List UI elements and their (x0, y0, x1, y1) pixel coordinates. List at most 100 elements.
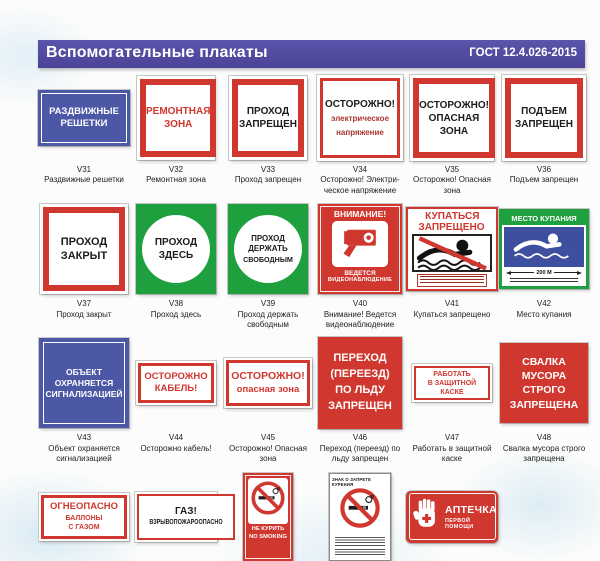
caption-v33: V33 Проход запрещен (222, 165, 314, 186)
arrow-right-icon (577, 270, 583, 275)
caption-v31: V31 Раздвижные решетки (38, 165, 130, 186)
sign-v47: РАБОТАТЬ В ЗАЩИТНОЙ КАСКЕ (412, 364, 492, 403)
page-title: Вспомогательные плакаты (46, 44, 268, 61)
sign-v50: ГАЗ! ВЗРЫВОПОЖАРООПАСНО (135, 491, 235, 542)
sign-caption: Проход держать свободным (237, 309, 299, 329)
signs-row-2: ПРОХОД ЗАКРЫТ V37 Проход закрыт ПРОХОД (38, 202, 590, 330)
sign-cell-v42: МЕСТО КУПАНИЯ 200 М (498, 202, 590, 330)
sign-cell-v53: АПТЕЧКА ПЕРВОЙ ПОМОЩИ V53 Аптечка первой… (406, 471, 498, 561)
sign-cell-v34: ОСТОРОЖНО! электрическое напряжение V34 … (314, 74, 406, 196)
sign-cell-v41: КУПАТЬСЯ ЗАПРЕЩЕНО (406, 202, 498, 330)
fine-print (335, 536, 385, 547)
sign-v41: КУПАТЬСЯ ЗАПРЕЩЕНО (406, 207, 498, 292)
sign-v51: НЕ КУРИТЬ NO SMOKING (243, 472, 293, 561)
swimmer-icon (512, 230, 576, 265)
sign-caption: Проход здесь (150, 309, 202, 319)
caption-v47: V47 Работать в защитной каске (406, 433, 498, 464)
signs-row-1: РАЗДВИЖНЫЕ РЕШЕТКИ V31 Раздвижные решетк… (38, 74, 590, 196)
sign-cell-v38: ПРОХОД ЗДЕСЬ V38 Проход здесь (130, 202, 222, 330)
sign-cell-v43: ОБЪЕКТ ОХРАНЯЕТСЯ СИГНАЛИЗАЦИЕЙ V43 Объе… (38, 336, 130, 464)
sign-v40: ВНИМАНИЕ! ВЕДЕТСЯ (318, 204, 402, 295)
sign-code: V35 (444, 165, 460, 174)
sign-code: V39 (260, 299, 276, 309)
gost-standard-label: ГОСТ 12.4.026-2015 (469, 47, 577, 59)
sign-caption: Внимание! Ведется видеонаблюдение (323, 309, 397, 329)
signs-row-3: ОБЪЕКТ ОХРАНЯЕТСЯ СИГНАЛИЗАЦИЕЙ V43 Объе… (38, 336, 590, 464)
sign-caption: Ремонтная зона (146, 175, 206, 185)
caption-v46: V46 Переход (переезд) по льду запрещен (314, 433, 406, 464)
sign-caption: Осторожно кабель! (140, 443, 212, 453)
sign-code: V42 (536, 299, 552, 309)
sign-caption: Свалка мусора строго запрещена (502, 443, 586, 464)
sign-caption: Работать в защитной каске (412, 443, 492, 464)
sign-code: V48 (536, 433, 552, 443)
sign-caption: Проход запрещен (234, 175, 302, 185)
fine-print (335, 549, 385, 557)
caption-v36: V36 Подъем запрещен (498, 165, 590, 186)
sign-caption: Осторожно! Опасная зона (229, 443, 307, 464)
sign-v32: РЕМОНТНАЯ ЗОНА (137, 76, 217, 160)
sign-cell-v37: ПРОХОД ЗАКРЫТ V37 Проход закрыт (38, 202, 130, 330)
no-smoking-icon (250, 480, 286, 521)
sign-cell-v52: ЗНАК О ЗАПРЕТЕ КУРЕНИЯ (314, 471, 406, 561)
sign-v34: ОСТОРОЖНО! электрическое напряжение (317, 75, 403, 161)
sign-code: V31 (76, 165, 92, 174)
sign-cell-v45: ОСТОРОЖНО! опасная зона V45 Осторожно! О… (222, 336, 314, 464)
first-aid-hand-icon (412, 495, 440, 538)
sign-cell-v47: РАБОТАТЬ В ЗАЩИТНОЙ КАСКЕ V47 Работать в… (406, 336, 498, 464)
sign-v38: ПРОХОД ЗДЕСЬ (136, 204, 216, 295)
sign-cell-v46: ПЕРЕХОД (ПЕРЕЕЗД) ПО ЛЬДУ ЗАПРЕЩЕН V46 П… (314, 336, 406, 464)
sign-cell-v36: ПОДЪЕМ ЗАПРЕЩЕН V36 Подъем запрещен (498, 74, 590, 196)
sign-v45: ОСТОРОЖНО! опасная зона (224, 358, 312, 409)
sign-code: V38 (168, 299, 184, 309)
sign-cell-v33: ПРОХОД ЗАПРЕЩЕН V33 Проход запрещен (222, 74, 314, 196)
sign-v33: ПРОХОД ЗАПРЕЩЕН (229, 76, 307, 160)
sign-code: V45 (260, 433, 276, 443)
sign-cell-v50: ГАЗ! ВЗРЫВОПОЖАРООПАСНО V50 Газ! Взрывоп… (130, 471, 235, 561)
sign-caption: Купаться запрещено (413, 309, 491, 319)
sign-v49: ОГНЕОПАСНО БАЛЛОНЫ С ГАЗОМ (39, 492, 129, 541)
caption-v38: V38 Проход здесь (130, 299, 222, 320)
poster-header: Вспомогательные плакаты ГОСТ 12.4.026-20… (38, 40, 585, 68)
sign-v36: ПОДЪЕМ ЗАПРЕЩЕН (502, 75, 586, 161)
sign-v46: ПЕРЕХОД (ПЕРЕЕЗД) ПО ЛЬДУ ЗАПРЕЩЕН (318, 337, 402, 430)
sign-v48: СВАЛКА МУСОРА СТРОГО ЗАПРЕЩЕНА (500, 343, 588, 424)
no-smoking-icon (339, 487, 381, 534)
sign-cell-v31: РАЗДВИЖНЫЕ РЕШЕТКИ V31 Раздвижные решетк… (38, 74, 130, 196)
caption-v48: V48 Свалка мусора строго запрещена (498, 433, 590, 464)
caption-v41: V41 Купаться запрещено (406, 299, 498, 320)
sign-code: V41 (444, 299, 460, 309)
caption-v40: V40 Внимание! Ведется видеонаблюдение (314, 299, 406, 330)
sign-code: V44 (168, 433, 184, 443)
arrow-left-icon (506, 270, 511, 275)
distance-label: 200 М (536, 269, 552, 276)
caption-v35: V35 Осторожно! Опасная зона (406, 165, 498, 196)
sign-v39: ПРОХОД ДЕРЖАТЬ СВОБОДНЫМ (228, 204, 308, 295)
sign-cell-v32: РЕМОНТНАЯ ЗОНА V32 Ремонтная зона (130, 74, 222, 196)
sign-v35: ОСТОРОЖНО! ОПАСНАЯ ЗОНА (410, 75, 495, 161)
caption-v44: V44 Осторожно кабель! (130, 433, 222, 454)
sign-caption: Подъем запрещен (509, 175, 579, 185)
sign-code: V43 (76, 433, 92, 443)
fine-print (502, 278, 586, 285)
fine-print (417, 273, 487, 287)
caption-v43: V43 Объект охраняется сигнализацией (38, 433, 130, 464)
sign-caption: Переход (переезд) по льду запрещен (319, 443, 401, 464)
sign-cell-v40: ВНИМАНИЕ! ВЕДЕТСЯ (314, 202, 406, 330)
sign-code: V46 (352, 433, 368, 443)
sign-code: V37 (76, 299, 92, 309)
sign-cell-v51: НЕ КУРИТЬ NO SMOKING V51 Не курить. No s… (222, 471, 314, 561)
sign-code: V36 (536, 165, 552, 174)
sign-v37: ПРОХОД ЗАКРЫТ (40, 204, 128, 295)
sign-caption: Проход закрыт (56, 309, 112, 319)
sign-v53: АПТЕЧКА ПЕРВОЙ ПОМОЩИ (406, 490, 498, 543)
sign-caption: Осторожно! Опасная зона (413, 175, 491, 195)
caption-v37: V37 Проход закрыт (38, 299, 130, 320)
sign-v52: ЗНАК О ЗАПРЕТЕ КУРЕНИЯ (329, 472, 391, 561)
sign-code: V34 (352, 165, 368, 174)
sign-cell-v48: СВАЛКА МУСОРА СТРОГО ЗАПРЕЩЕНА V48 Свалк… (498, 336, 590, 464)
sign-v44: ОСТОРОЖНО КАБЕЛЬ! (136, 361, 216, 406)
sign-code: V32 (168, 165, 184, 174)
distance-arrows: 200 М (506, 268, 583, 277)
